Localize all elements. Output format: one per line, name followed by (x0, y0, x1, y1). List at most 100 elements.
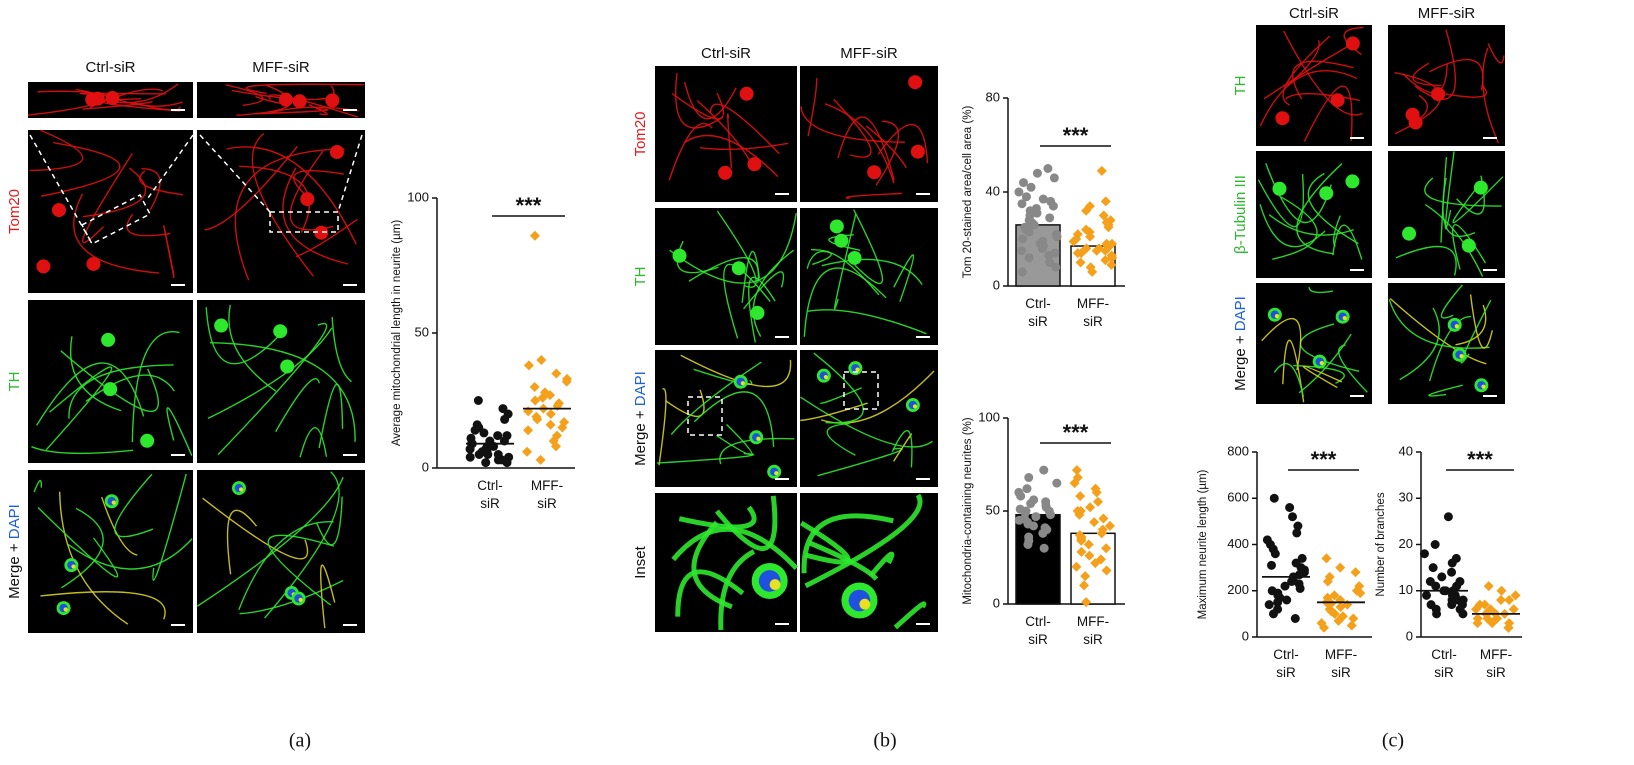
data-point (1447, 567, 1457, 577)
neurite (60, 350, 159, 413)
neurite (82, 153, 133, 244)
data-point (550, 441, 561, 452)
neurite (202, 497, 309, 560)
data-point (1504, 595, 1515, 605)
neurite (1428, 315, 1472, 382)
data-point (523, 425, 534, 436)
neurite (1343, 26, 1364, 56)
data-point (1085, 502, 1096, 513)
data-point (1458, 609, 1468, 619)
micrograph (1256, 283, 1372, 404)
row-label-part: DAPI (632, 371, 649, 406)
cell-body (731, 261, 746, 276)
row-label: Inset (632, 545, 649, 578)
data-point (1051, 262, 1061, 272)
data-point (1029, 521, 1039, 531)
data-point (1510, 590, 1521, 601)
neurite (691, 520, 733, 610)
neurite (833, 213, 857, 311)
neurite (1412, 62, 1442, 87)
bar (1015, 513, 1061, 605)
data-point (1479, 599, 1490, 610)
neurite (82, 167, 147, 218)
data-point (1428, 563, 1438, 573)
data-point (1270, 549, 1280, 559)
data-point (1076, 546, 1087, 557)
data-point (1081, 205, 1092, 216)
y-tick-label: 100 (978, 409, 1000, 424)
data-point (529, 382, 540, 392)
data-point (1321, 553, 1332, 564)
neurite (693, 391, 775, 448)
neurite (102, 98, 181, 112)
cell-body (85, 92, 100, 107)
y-tick-label: 50 (415, 324, 429, 339)
data-point (1096, 165, 1107, 176)
data-point (1018, 178, 1028, 188)
overlap (111, 500, 116, 505)
data-point (1038, 528, 1048, 538)
data-point (465, 452, 475, 462)
row-label: Tom20 (632, 111, 649, 156)
neurite (804, 493, 923, 589)
column-header: Ctrl-siR (701, 45, 751, 62)
data-point (1432, 609, 1442, 619)
neurite (1424, 177, 1502, 207)
neurite (709, 103, 780, 155)
overlap (1274, 314, 1280, 319)
neurite (36, 362, 145, 426)
neurite (748, 276, 776, 343)
data-point (551, 368, 562, 379)
row-label-part: DAPI (1232, 296, 1249, 331)
overlap (1459, 354, 1464, 359)
neurite (807, 309, 927, 335)
y-tick-label: 20 (1399, 536, 1413, 551)
neurite (669, 213, 797, 284)
panel-label: (a) (289, 730, 311, 752)
neurite (299, 427, 328, 458)
micrograph (28, 300, 193, 463)
data-point (1431, 581, 1441, 591)
row-label-part: β-Tubulin III (1232, 175, 1249, 254)
data-point (481, 458, 491, 468)
data-point (1288, 512, 1298, 522)
x-tick-label: Ctrl-siR (1025, 296, 1051, 329)
neurite (225, 84, 264, 106)
x-tick-label: Ctrl-siR (1025, 614, 1051, 647)
data-point (1487, 618, 1498, 629)
neurite (1298, 333, 1352, 394)
data-point (1037, 243, 1047, 253)
cell-body (908, 75, 923, 90)
neurite (33, 480, 42, 493)
cell-body (36, 259, 51, 274)
data-point (1419, 549, 1429, 559)
x-tick-label: Ctrl-siR (1273, 647, 1299, 680)
data-point (1031, 512, 1041, 522)
neurite (875, 120, 899, 186)
cell-body (1345, 174, 1360, 189)
data-point (1106, 259, 1117, 270)
cell-body (847, 250, 862, 265)
neurite (61, 507, 104, 589)
cell-body (105, 90, 120, 105)
neurite (800, 396, 933, 448)
data-point (1032, 208, 1042, 218)
data-point (535, 454, 546, 465)
neurite (1283, 30, 1363, 116)
neurite (231, 85, 335, 101)
data-point (1085, 231, 1096, 242)
neurite (101, 496, 138, 556)
data-point (1266, 560, 1276, 570)
significance: *** (1063, 420, 1089, 445)
neurite (743, 271, 785, 310)
neurite (808, 540, 879, 581)
data-point (1471, 604, 1482, 615)
cell-body (1408, 115, 1423, 130)
neurite (1308, 287, 1334, 294)
neurite (678, 505, 757, 530)
data-point (1016, 491, 1026, 501)
neurite (1424, 203, 1484, 277)
y-tick-label: 0 (993, 277, 1000, 292)
data-point (1496, 595, 1507, 605)
neurite (1337, 344, 1368, 393)
